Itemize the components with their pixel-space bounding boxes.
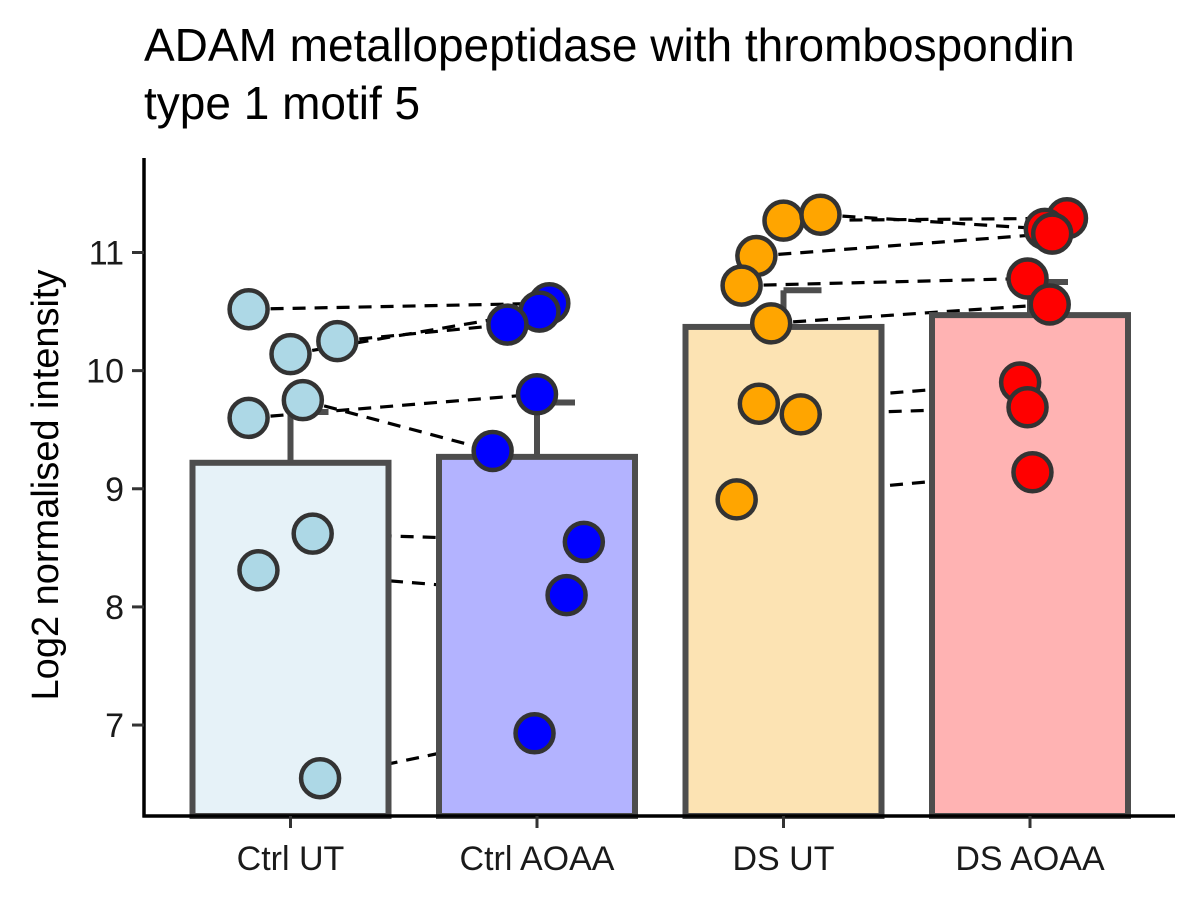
pairing-line [337,322,508,343]
data-point [316,319,359,363]
chart-title: ADAM metallopeptidase with thrombospondi… [144,16,1200,136]
data-point [486,303,529,346]
data-point [281,378,325,422]
data-points [227,193,1089,800]
y-tick-label: 9 [105,471,124,509]
data-point [513,712,556,755]
data-point [749,302,793,345]
chart-title-line-1: ADAM metallopeptidase with thrombospondi… [144,19,1075,71]
bars [189,312,1131,819]
data-point [779,393,823,436]
data-point [471,429,514,473]
x-tick-label: Ctrl UT [237,840,345,878]
bar-ds-ut [682,323,885,819]
pairing-line [800,405,1028,416]
y-axis-title: Log2 normalised intensity [25,270,67,701]
axes: 7 8 9 10 11 Ctrl UT Ctrl AOAA DS UT DS AOAA Log2 … [25,158,1175,878]
data-point [298,756,342,800]
data-point [1028,283,1071,326]
data-point [1030,212,1074,255]
data-point [237,549,280,592]
pairing-line [302,398,494,453]
data-point [545,573,588,617]
data-point [720,264,763,307]
x-tick-label: DS UT [733,840,835,878]
data-point [291,512,334,555]
x-tick-label: DS AOAA [955,840,1105,878]
data-point [1006,386,1049,429]
data-point [227,287,270,331]
y-tick-label: 11 [89,235,124,273]
data-point [1011,450,1054,494]
y-tick-label: 8 [105,589,124,627]
data-point [227,396,270,440]
pairing-line [820,213,1045,231]
data-point [715,478,758,521]
data-point [515,373,559,416]
data-point [562,520,606,564]
data-point [799,193,842,236]
pairing-line [741,276,1028,288]
pairing-line [756,232,1053,258]
pairing-line [248,301,550,311]
y-tick-label: 7 [105,707,124,745]
y-tick-label: 10 [86,353,124,391]
chart-title-line-2: type 1 motif 5 [144,77,421,129]
x-tick-label: Ctrl AOAA [460,840,615,878]
data-point [269,332,312,376]
bar-ctrl-aoaa [436,453,638,819]
data-point [762,199,805,242]
data-point [737,382,781,425]
bar-ctrl-ut [189,459,392,819]
pairing-line [771,302,1050,325]
